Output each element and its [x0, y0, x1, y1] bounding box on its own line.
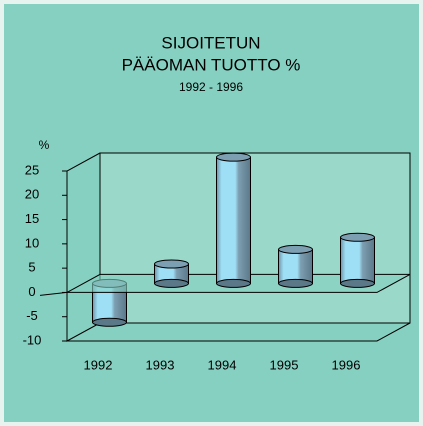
- y-tick-label: 15: [25, 211, 39, 226]
- x-tick-label: 1994: [208, 357, 237, 372]
- bar-cap: [154, 278, 189, 288]
- y-axis-label: %: [39, 138, 50, 152]
- bar-cap: [340, 278, 375, 288]
- bar-cap: [278, 244, 313, 254]
- bar: [216, 152, 251, 288]
- bar-cap: [340, 232, 375, 242]
- chart-title: PÄÄOMAN TUOTTO %: [122, 55, 301, 74]
- bar-cap: [216, 152, 251, 162]
- bar: [154, 259, 189, 288]
- y-tick-label: 5: [28, 260, 35, 275]
- chart-subtitle: 1992 - 1996: [179, 80, 243, 94]
- y-tick-label: 0: [28, 284, 35, 299]
- axis-frame: [66, 152, 101, 342]
- bar-cap: [278, 278, 313, 288]
- x-tick-label: 1995: [270, 357, 299, 372]
- x-tick-label: 1996: [332, 357, 361, 372]
- y-tick-label: 25: [25, 162, 39, 177]
- chart-title: SIJOITETUN: [161, 33, 260, 52]
- bar-body: [278, 248, 313, 284]
- bar-body: [216, 156, 251, 284]
- y-tick-label: 10: [25, 235, 39, 250]
- zero-line: [39, 291, 68, 296]
- bar-cap: [92, 317, 127, 327]
- y-tick-label: -5: [26, 308, 38, 323]
- bar-cap: [154, 259, 189, 269]
- bar-cap: [216, 278, 251, 288]
- axis-frame: [67, 322, 411, 342]
- bar-body: [340, 236, 375, 284]
- x-tick-label: 1993: [146, 357, 175, 372]
- x-tick-label: 1992: [84, 357, 113, 372]
- y-tick-label: 20: [25, 187, 39, 202]
- bar: [340, 232, 375, 288]
- y-tick-label: -10: [23, 332, 42, 347]
- bar: [278, 244, 313, 288]
